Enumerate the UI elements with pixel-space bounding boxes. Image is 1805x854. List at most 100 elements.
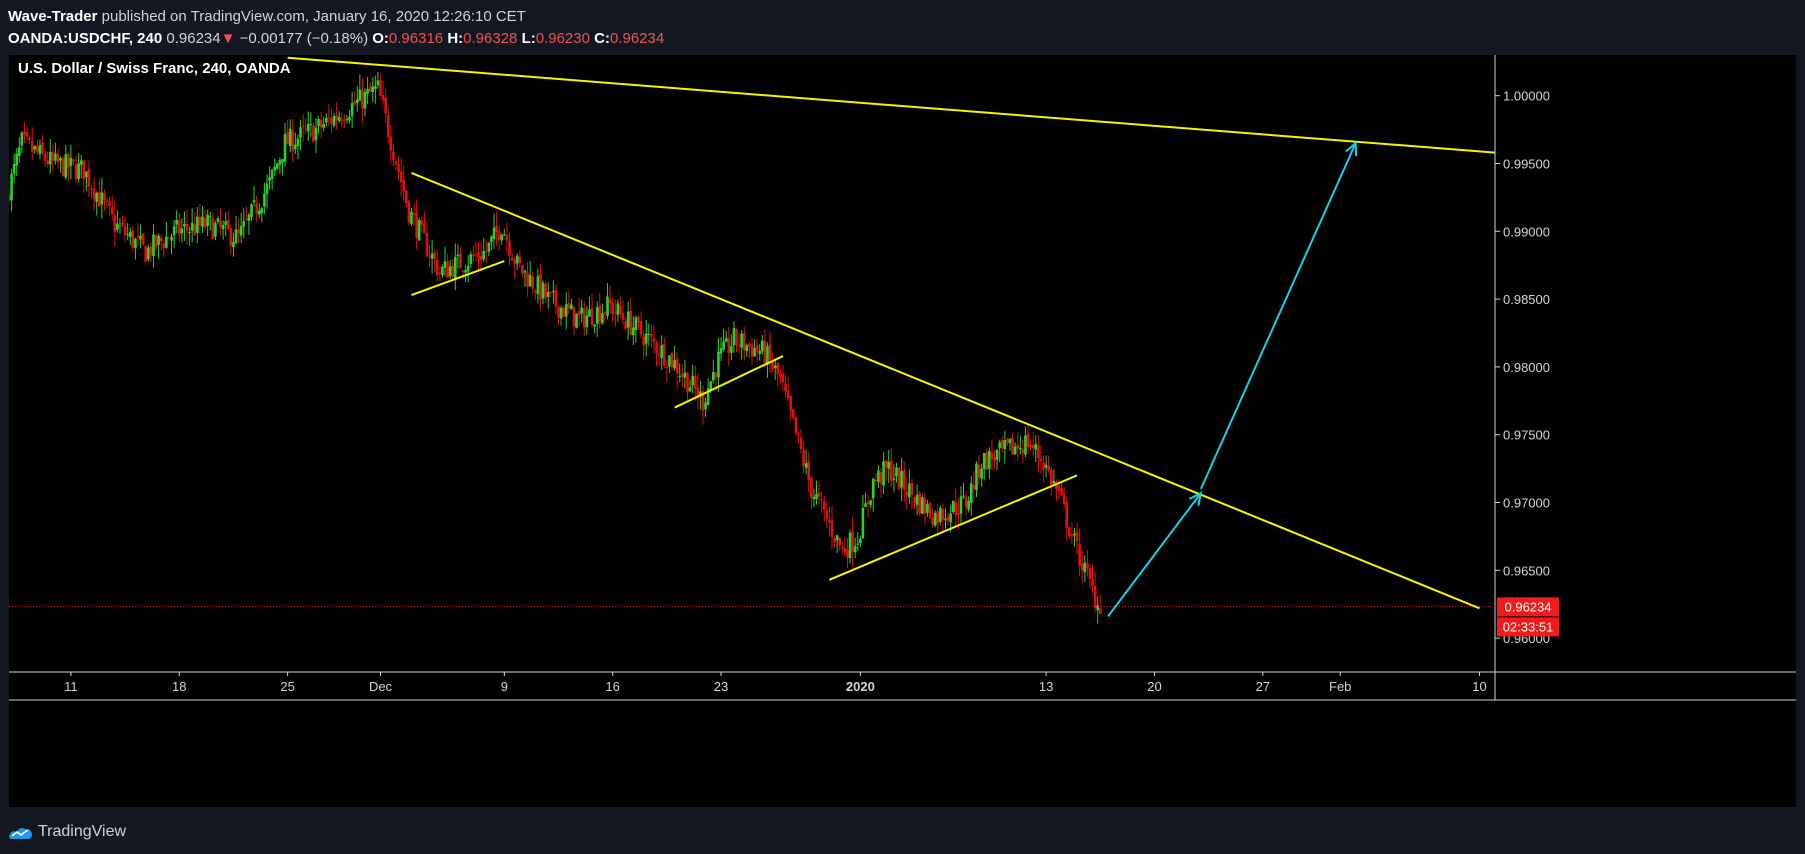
candle-body [833,538,836,543]
candle-body [46,160,49,165]
candle-body [185,224,189,231]
candle-body [170,236,173,241]
candle-body [951,500,955,513]
x-tick-label: 13 [1039,679,1053,694]
author-name[interactable]: Wave-Trader [8,8,98,25]
candle-body [717,351,720,378]
candle-body [613,311,617,313]
candle-body [908,483,911,498]
candle-body [668,355,671,367]
candle-body [941,509,945,520]
candle-body [500,234,504,241]
candle-body [299,127,302,138]
candle-body [327,117,331,119]
tradingview-logo-icon[interactable] [8,823,34,841]
trendline [287,56,1496,154]
candle-body [634,317,638,330]
candle-body [820,498,823,501]
candle-body [214,223,217,237]
candle-body [673,360,676,369]
candle-body [314,127,318,141]
candle-body [531,276,535,289]
candle-body [846,549,849,558]
candle-body [278,160,282,165]
candle-body [134,238,137,248]
published-text: published on TradingView.com, January 16… [101,8,526,25]
arrow-head-icon [1188,491,1203,506]
price-chart[interactable]: U.S. Dollar / Swiss Franc, 240, OANDA 1.0… [9,55,1796,807]
footer-brand[interactable]: TradingView [38,823,127,840]
chart-canvas[interactable]: U.S. Dollar / Swiss Franc, 240, OANDA 1.0… [9,55,1796,807]
candle-body [859,538,862,544]
candle-body [1013,446,1017,455]
candle-body [593,324,596,327]
candle-body [376,80,380,86]
candle-body [871,478,875,499]
open-value: 0.96316 [388,30,444,47]
candle-body [554,289,558,307]
candle-body [123,226,127,235]
candle-body [312,125,315,142]
candle-body [1037,445,1040,458]
candle-body [193,224,197,235]
candle-body [113,215,117,232]
candle-body [366,88,369,94]
candle-body [95,192,99,202]
candle-body [977,464,981,478]
candle-body [588,309,591,317]
candle-body [926,503,929,513]
candle-body [433,252,436,259]
candle-body [459,253,462,269]
candle-body [768,343,772,360]
candle-body [255,202,258,214]
symbol-label[interactable]: OANDA:USDCHF, 240 [8,30,163,47]
candle-body [959,496,963,514]
candle-body [335,115,338,121]
candle-body [735,329,738,345]
candle-body [1029,444,1032,448]
candle-body [957,512,960,515]
candle-body [681,373,684,377]
candle-body [162,243,166,248]
candle-body [629,310,633,335]
candle-body [435,259,439,276]
candle-body [807,460,811,480]
candle-body [980,468,983,479]
candle-body [740,333,743,348]
candles [9,72,1102,624]
down-arrow-icon: ▼ [220,30,236,47]
candle-body [317,118,320,126]
candle-body [595,307,599,325]
candle-body [1088,568,1092,579]
candle-body [1078,543,1081,566]
candle-body [655,342,658,354]
candle-body [515,255,519,264]
candle-body [699,391,702,397]
candle-body [789,395,792,411]
candle-body [147,247,150,260]
candle-body [784,383,787,392]
candle-body [975,463,978,490]
candle-body [1083,562,1087,573]
candle-body [48,151,52,165]
candle-body [374,86,377,90]
candle-body [730,346,733,353]
candle-body [639,321,643,335]
candle-body [632,327,635,336]
candle-body [239,226,243,236]
candle-body [92,188,96,200]
x-tick-label: 20 [1147,679,1161,694]
candle-body [198,216,202,226]
candle-body [972,485,976,490]
trendline [674,355,784,409]
candle-body [902,470,906,490]
candle-body [105,200,109,202]
candle-body [895,467,898,477]
candle-body [621,313,625,320]
candle-body [268,177,271,181]
candle-body [399,171,403,183]
candle-body [745,345,749,352]
x-tick-label: 23 [714,679,728,694]
candle-body [252,200,256,203]
candle-body [544,283,547,298]
